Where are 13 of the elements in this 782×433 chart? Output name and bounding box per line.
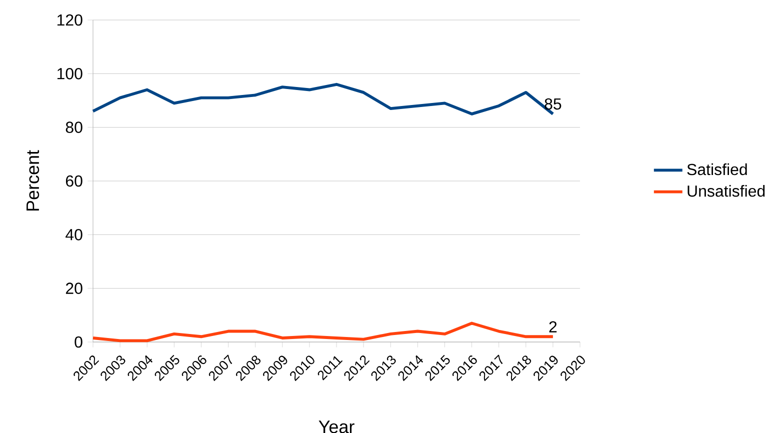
y-tick-label: 120	[57, 14, 82, 26]
x-axis-title: Year	[318, 420, 354, 433]
y-axis-title: Percent	[26, 150, 40, 211]
y-tick-label: 20	[66, 282, 82, 294]
y-tick-label: 60	[66, 175, 82, 187]
legend-label: Satisfied	[687, 163, 747, 176]
legend-label: Unsatisfied	[688, 185, 765, 197]
data-label: 85	[544, 98, 562, 110]
y-tick-label: 100	[57, 68, 82, 80]
y-tick-label: 80	[66, 122, 82, 133]
y-tick-label: 40	[66, 229, 82, 240]
data-label: 2	[549, 321, 557, 332]
y-tick-label: 0	[74, 336, 82, 348]
